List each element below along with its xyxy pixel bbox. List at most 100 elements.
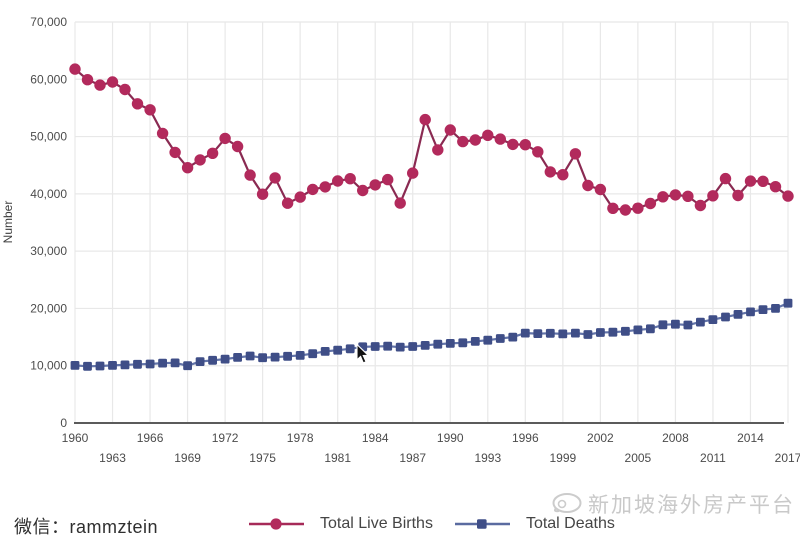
total-deaths-data-point: [345, 344, 355, 354]
x-axis-tick-label: 1966: [137, 431, 164, 445]
total-live-births-data-point: [619, 204, 632, 216]
total-deaths-data-point: [308, 349, 318, 359]
total-live-births-data-point: [169, 146, 181, 159]
total-deaths-data-point: [320, 347, 330, 356]
wechat-credit: 微信：rammztein: [14, 513, 158, 539]
total-deaths-data-point: [658, 320, 668, 330]
y-axis-tick-label: 40,000: [30, 187, 67, 201]
total-live-births-data-point: [632, 202, 644, 214]
total-deaths-data-point: [671, 319, 680, 329]
total-live-births-data-point: [106, 76, 119, 88]
total-deaths-data-point: [170, 358, 180, 368]
total-deaths-data-point: [495, 334, 505, 343]
y-axis-tick-label: 50,000: [30, 130, 67, 144]
y-axis-tick-label: 0: [60, 416, 67, 430]
total-live-births-data-point: [394, 197, 406, 209]
total-deaths-data-point: [783, 298, 793, 308]
total-deaths-data-point: [771, 304, 780, 313]
total-live-births-data-point: [507, 138, 519, 151]
legend-label-births: Total Live Births: [320, 515, 433, 532]
total-deaths-data-point: [183, 361, 192, 371]
total-live-births-data-point: [94, 79, 106, 91]
total-deaths-data-point: [458, 338, 468, 348]
watermark-text: 新加坡海外房产平台: [588, 494, 795, 517]
total-live-births-data-point: [757, 175, 769, 187]
total-deaths-data-point: [333, 345, 343, 355]
y-axis-tick-label: 10,000: [30, 359, 67, 373]
x-axis-tick-label: 2002: [587, 431, 614, 445]
total-live-births-data-point: [81, 74, 94, 86]
total-live-births-data-point: [769, 181, 782, 193]
total-deaths-data-point: [95, 361, 105, 371]
total-live-births-data-point: [707, 190, 719, 202]
total-live-births-data-point: [544, 166, 556, 178]
total-live-births-data-point: [782, 190, 794, 202]
total-live-births-data-point: [519, 139, 531, 151]
total-live-births-data-point: [219, 132, 231, 145]
total-deaths-data-point: [258, 353, 267, 363]
births-deaths-chart: 0 10,000 20,000 30,000 40,000 50,000 60,000 70,…: [1, 15, 800, 465]
x-axis-tick-label: 1996: [512, 431, 539, 445]
total-deaths-data-point: [283, 351, 292, 361]
total-live-births-data-point: [231, 140, 244, 153]
x-axis-tick-label: 1978: [287, 431, 314, 445]
total-live-births-data-point: [457, 135, 469, 148]
legend-item-total-deaths: Total Deaths: [454, 515, 615, 533]
total-deaths-data-point: [520, 328, 530, 338]
x-axis-tick-label: 1987: [399, 451, 426, 465]
mouse-pointer-icon: [356, 344, 370, 364]
legend-label-deaths: Total Deaths: [525, 515, 615, 532]
total-deaths-data-point: [408, 342, 418, 351]
total-deaths-data-point: [233, 353, 242, 362]
total-live-births-data-point: [294, 191, 306, 203]
wechat-credit-text: 微信：rammztein: [14, 517, 159, 537]
total-live-births-data-point: [131, 98, 144, 110]
total-deaths-data-point: [483, 335, 493, 345]
total-deaths-data-point: [370, 342, 380, 351]
total-deaths-data-point: [571, 328, 580, 338]
total-live-births-data-point: [206, 147, 219, 159]
total-deaths-data-point: [70, 361, 80, 370]
total-deaths-data-point: [621, 326, 630, 336]
total-deaths-data-point: [83, 361, 92, 371]
x-axis-tick-label: 2017: [775, 451, 800, 465]
total-deaths-data-point: [133, 359, 142, 369]
total-live-births-data-point: [144, 104, 156, 116]
total-live-births-data-point: [194, 154, 206, 166]
total-live-births-data-point: [732, 189, 744, 202]
total-live-births-data-point: [357, 184, 369, 197]
x-axis-tick-label: 1981: [324, 451, 351, 465]
legend-item-total-live-births: Total Live Births: [248, 515, 433, 533]
total-deaths-data-point: [508, 332, 518, 342]
total-live-births-data-point: [332, 175, 344, 187]
total-live-births-data-point: [256, 188, 269, 200]
total-live-births-data-point: [319, 181, 331, 193]
total-deaths-data-point: [158, 358, 167, 368]
x-axis-tick-label: 1963: [99, 451, 126, 465]
total-deaths-data-point: [433, 339, 443, 349]
x-axis-tick-label: 1960: [62, 431, 89, 445]
chart-legend: Total Live Births Total Deaths: [248, 515, 615, 533]
total-deaths-data-point: [683, 320, 693, 330]
total-live-births-data-point: [569, 148, 582, 160]
x-axis-tick-label: 2014: [737, 431, 764, 445]
total-deaths-data-point: [746, 307, 755, 317]
total-deaths-data-point: [758, 305, 768, 314]
total-deaths-data-point: [608, 327, 618, 337]
total-deaths-data-point: [596, 328, 605, 337]
total-deaths-data-point: [195, 357, 205, 366]
total-deaths-data-point: [420, 341, 430, 350]
total-live-births-data-point: [682, 190, 694, 202]
total-live-births-data-point: [669, 189, 682, 201]
total-live-births-data-point: [119, 83, 131, 96]
total-live-births-data-point: [644, 197, 657, 210]
total-deaths-data-point: [295, 351, 305, 360]
total-live-births-data-point: [407, 167, 419, 179]
x-axis-tick-label: 1972: [212, 431, 239, 445]
total-deaths-line: [74, 302, 789, 368]
total-live-births-data-point: [694, 199, 707, 212]
total-deaths-data-point: [208, 355, 217, 365]
total-live-births-data-point: [607, 202, 619, 214]
bubble-logo-icon: [552, 493, 582, 513]
total-live-births-data-point: [269, 172, 281, 184]
